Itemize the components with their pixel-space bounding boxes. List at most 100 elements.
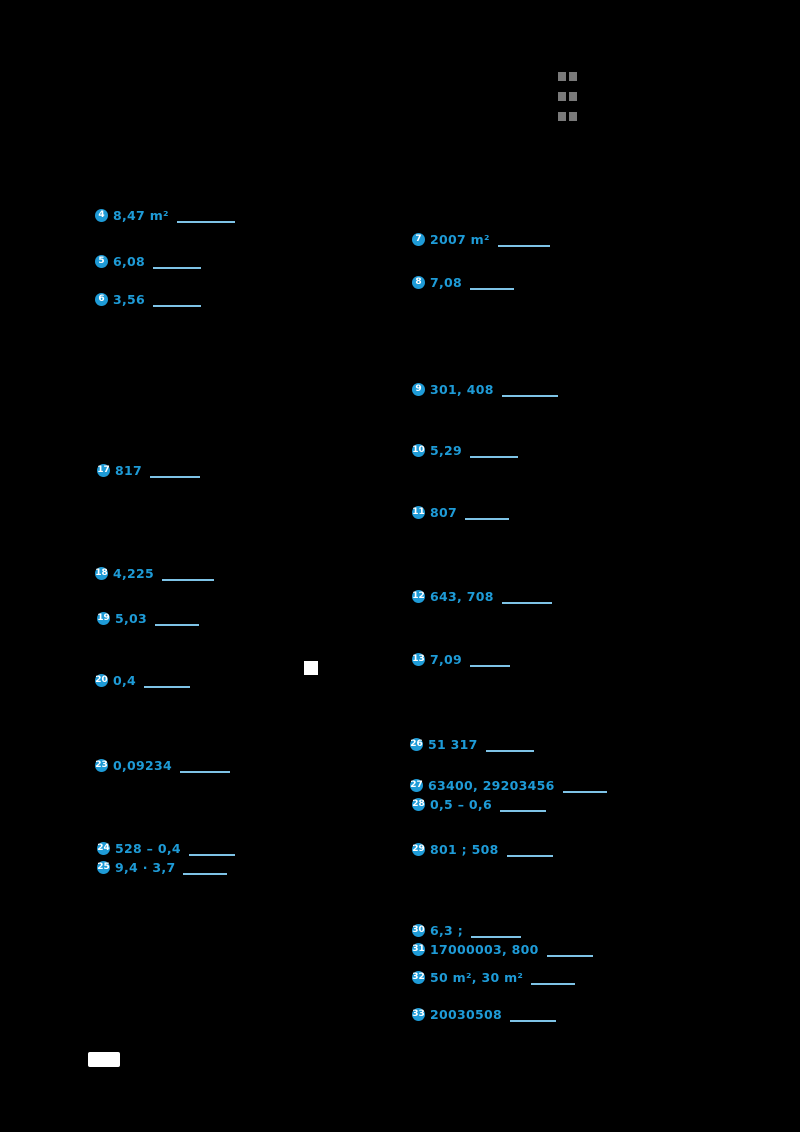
item-expression: 0,4	[113, 673, 137, 688]
answer-blank-line	[546, 954, 593, 957]
answer-blank-line	[470, 287, 515, 290]
exercise-item: 33 20030508	[412, 1007, 556, 1022]
item-expression: 50 m², 30 m²	[430, 970, 524, 985]
exercise-item: 13 7,09	[412, 652, 511, 667]
item-expression: 51 317	[428, 737, 478, 752]
item-number: 7	[412, 233, 425, 246]
faint-mark	[558, 92, 566, 101]
item-number: 20	[95, 674, 108, 687]
exercise-item: 28 0,5 – 0,6	[412, 797, 546, 812]
item-number: 13	[412, 653, 425, 666]
item-expression: 8,47 m²	[113, 208, 169, 223]
item-expression: 6,3 ;	[430, 923, 463, 938]
faint-mark-row	[558, 92, 584, 101]
item-number: 25	[97, 861, 110, 874]
answer-blank-line	[465, 517, 509, 520]
exercise-item: 7 2007 m²	[412, 232, 550, 247]
item-expression: 20030508	[430, 1007, 502, 1022]
item-number: 18	[95, 567, 108, 580]
item-number: 27	[410, 779, 423, 792]
answer-blank-line	[470, 664, 511, 667]
faint-mark	[569, 72, 577, 81]
exercise-item: 30 6,3 ;	[412, 923, 521, 938]
answer-blank-line	[153, 304, 202, 307]
answer-blank-line	[162, 578, 215, 581]
item-number: 4	[95, 209, 108, 222]
answer-blank-line	[188, 853, 235, 856]
item-expression: 0,5 – 0,6	[430, 797, 492, 812]
answer-blank-line	[509, 1019, 556, 1022]
item-expression: 3,56	[113, 292, 146, 307]
answer-blank-line	[155, 623, 200, 626]
item-expression: 7,09	[430, 652, 463, 667]
item-number: 31	[412, 943, 425, 956]
answer-blank-line	[144, 685, 191, 688]
answer-blank-line	[183, 872, 228, 875]
item-number: 26	[410, 738, 423, 751]
item-expression: 817	[115, 463, 142, 478]
item-number: 8	[412, 276, 425, 289]
exercise-item: 26 51 317	[410, 737, 534, 752]
item-number: 19	[97, 612, 110, 625]
exercise-item: 5 6,08	[95, 254, 202, 269]
item-number: 6	[95, 293, 108, 306]
item-expression: 63400, 29203456	[428, 778, 555, 793]
item-number: 17	[97, 464, 110, 477]
exercise-item: 20 0,4	[95, 673, 191, 688]
item-number: 30	[412, 924, 425, 937]
item-number: 10	[412, 444, 425, 457]
answer-blank-line	[506, 854, 553, 857]
item-expression: 801 ; 508	[430, 842, 499, 857]
answer-blank-line	[501, 601, 552, 604]
item-number: 9	[412, 383, 425, 396]
exercise-item: 29 801 ; 508	[412, 842, 553, 857]
item-expression: 2007 m²	[430, 232, 490, 247]
answer-blank-line	[485, 749, 534, 752]
exercise-item: 6 3,56	[95, 292, 202, 307]
exercise-item: 25 9,4 · 3,7	[97, 860, 228, 875]
item-expression: 5,29	[430, 443, 463, 458]
item-number: 32	[412, 971, 425, 984]
answer-blank-line	[562, 790, 607, 793]
exercise-item: 17 817	[97, 463, 200, 478]
item-number: 11	[412, 506, 425, 519]
item-expression: 5,03	[115, 611, 148, 626]
item-number: 23	[95, 759, 108, 772]
item-number: 12	[412, 590, 425, 603]
exercise-item: 19 5,03	[97, 611, 200, 626]
answer-blank-line	[497, 244, 550, 247]
item-expression: 6,08	[113, 254, 146, 269]
item-expression: 528 – 0,4	[115, 841, 181, 856]
answer-blank-line	[471, 935, 521, 938]
faint-mark-row	[558, 72, 584, 81]
answer-blank-line	[499, 809, 546, 812]
page-number-box	[88, 1052, 120, 1067]
exercise-item: 4 8,47 m²	[95, 208, 235, 223]
answer-blank-line	[531, 982, 576, 985]
item-number: 33	[412, 1008, 425, 1021]
item-expression: 9,4 · 3,7	[115, 860, 176, 875]
white-square-marker	[304, 661, 318, 675]
answer-blank-line	[501, 394, 558, 397]
faint-mark	[569, 92, 577, 101]
exercise-item: 31 17000003, 800	[412, 942, 593, 957]
exercise-item: 32 50 m², 30 m²	[412, 970, 576, 985]
item-expression: 4,225	[113, 566, 155, 581]
item-expression: 17000003, 800	[430, 942, 539, 957]
exercise-item: 12 643, 708	[412, 589, 552, 604]
exercise-item: 23 0,09234	[95, 758, 231, 773]
item-expression: 807	[430, 505, 457, 520]
item-number: 24	[97, 842, 110, 855]
item-expression: 7,08	[430, 275, 463, 290]
item-number: 29	[412, 843, 425, 856]
item-number: 5	[95, 255, 108, 268]
answer-blank-line	[176, 220, 235, 223]
item-expression: 643, 708	[430, 589, 494, 604]
exercise-item: 18 4,225	[95, 566, 215, 581]
answer-blank-line	[470, 455, 519, 458]
exercise-item: 27 63400, 29203456	[410, 778, 607, 793]
item-number: 28	[412, 798, 425, 811]
exercise-item: 9 301, 408	[412, 382, 558, 397]
exercise-item: 11 807	[412, 505, 509, 520]
